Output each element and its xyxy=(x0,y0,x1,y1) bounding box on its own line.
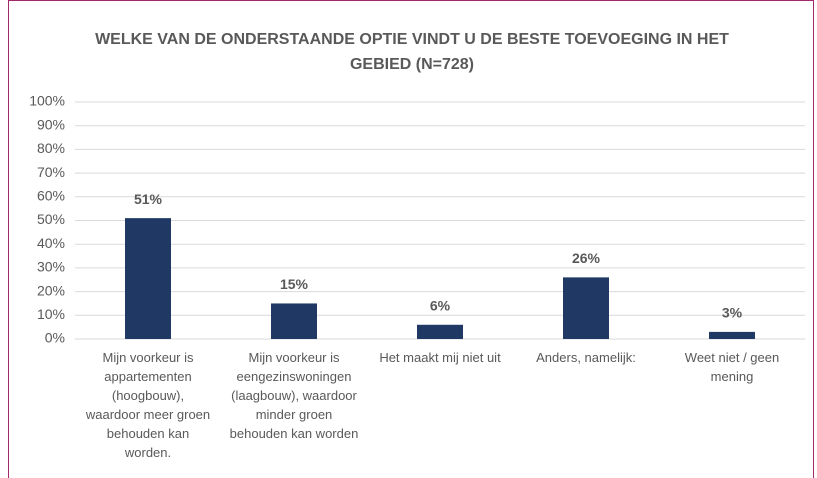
value-label: 3% xyxy=(722,305,743,321)
y-tick-label: 90% xyxy=(37,116,65,132)
y-tick-label: 60% xyxy=(37,188,65,204)
x-tick-label: Mijn voorkeur is appartementen (hoogbouw… xyxy=(85,350,211,460)
y-tick-label: 80% xyxy=(37,140,65,156)
y-tick-label: 0% xyxy=(45,330,65,346)
bar xyxy=(563,277,609,339)
bar xyxy=(125,218,171,339)
value-label: 51% xyxy=(134,191,163,207)
bar xyxy=(417,324,463,339)
y-tick-label: 40% xyxy=(37,235,65,251)
value-label: 15% xyxy=(280,276,309,292)
title-box: WELKE VAN DE ONDERSTAANDE OPTIE VINDT U … xyxy=(9,27,815,77)
y-tick-label: 20% xyxy=(37,282,65,298)
x-tick-label: Anders, namelijk: xyxy=(536,350,636,365)
chart: 0% 10% 20% 30% 40% 50% 60% 70% 80% 90% 100% 51% 15% 6… xyxy=(29,93,805,346)
bar xyxy=(709,331,755,339)
y-tick-label: 30% xyxy=(37,259,65,275)
y-tick-label: 70% xyxy=(37,164,65,180)
chart-title: WELKE VAN DE ONDERSTAANDE OPTIE VINDT U … xyxy=(95,31,729,73)
chart-frame: WELKE VAN DE ONDERSTAANDE OPTIE VINDT U … xyxy=(8,0,814,478)
x-tick-label: Weet niet / geen mening xyxy=(684,350,780,384)
bar xyxy=(271,303,317,339)
value-label: 26% xyxy=(572,250,601,266)
x-tick-label: Mijn voorkeur is eengezinswoningen (laag… xyxy=(229,350,359,441)
y-tick-label: 100% xyxy=(29,93,65,109)
value-label: 6% xyxy=(430,297,451,313)
y-tick-label: 10% xyxy=(37,306,65,322)
x-tick-label: Het maakt mij niet uit xyxy=(379,350,501,365)
y-tick-label: 50% xyxy=(37,211,65,227)
